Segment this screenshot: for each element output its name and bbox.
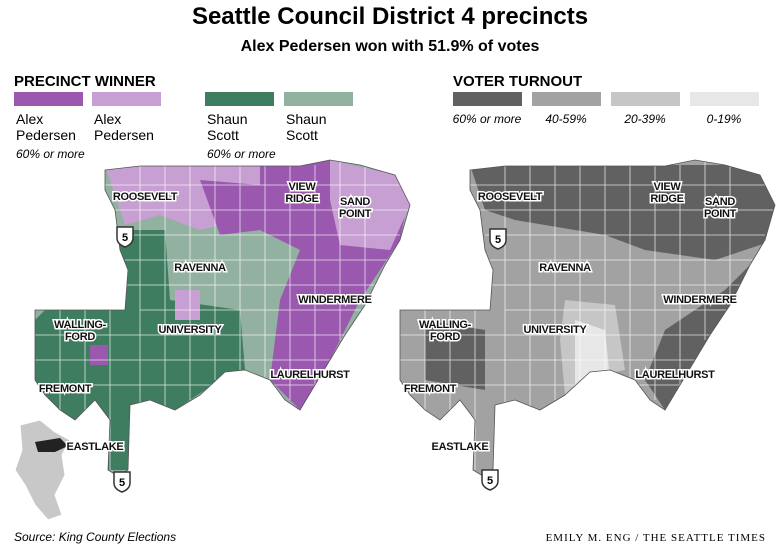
place-label: RIDGE (285, 193, 318, 205)
highway-number: 5 (487, 475, 493, 487)
place-label: SAND (705, 196, 735, 208)
place-label: POINT (339, 208, 372, 220)
place-label: RAVENNA (539, 262, 591, 274)
highway-number: 5 (122, 232, 128, 244)
highway-number: 5 (119, 477, 125, 489)
highway-shield (489, 228, 507, 250)
subtitle: Alex Pedersen won with 51.9% of votes (241, 38, 540, 55)
legend-note: 60% or more (207, 147, 276, 161)
legend-label: Scott (286, 127, 318, 143)
legend-swatch (690, 92, 759, 106)
region (330, 160, 410, 250)
legend-swatch (532, 92, 601, 106)
legend-label: Shaun (286, 111, 326, 127)
place-label: UNIVERSITY (523, 324, 587, 336)
legend-label: 40-59% (545, 112, 587, 126)
highway-shield (113, 471, 131, 493)
legend-label: 60% or more (453, 112, 522, 126)
place-label: ROOSEVELT (113, 191, 178, 203)
region (470, 165, 775, 260)
title: Seattle Council District 4 precincts (192, 3, 588, 30)
region (90, 345, 108, 365)
legend-swatch (14, 92, 83, 106)
place-label: WINDERMERE (298, 294, 371, 306)
legend-label: Shaun (207, 111, 247, 127)
legend-heading: VOTER TURNOUT (453, 73, 582, 90)
place-label: FREMONT (404, 383, 457, 395)
source: Source: King County Elections (14, 530, 176, 544)
place-label: WALLING- (419, 319, 472, 331)
legend-label: Alex (16, 111, 43, 127)
place-label: FREMONT (39, 383, 92, 395)
place-label: VIEW (289, 181, 317, 193)
place-label: WINDERMERE (663, 294, 736, 306)
place-label: VIEW (654, 181, 682, 193)
highway-shield (116, 226, 134, 248)
place-label: WALLING- (54, 319, 107, 331)
legend-label: Pedersen (94, 127, 154, 143)
place-label: RAVENNA (174, 262, 226, 274)
place-label: SAND (340, 196, 370, 208)
legend-label: 20-39% (623, 112, 666, 126)
region (175, 290, 200, 320)
place-label: RIDGE (650, 193, 683, 205)
legend-swatch (92, 92, 161, 106)
place-label: FORD (65, 331, 95, 343)
highway-shield (481, 469, 499, 491)
place-label: LAURELHURST (270, 369, 350, 381)
place-label: ROOSEVELT (478, 191, 543, 203)
place-label: LAURELHURST (635, 369, 715, 381)
legend-note: 60% or more (16, 147, 85, 161)
legend-swatch (205, 92, 274, 106)
legend-swatch (453, 92, 522, 106)
highway-number: 5 (495, 234, 501, 246)
legend-heading: PRECINCT WINNER (14, 73, 156, 90)
place-label: POINT (704, 208, 737, 220)
place-label: EASTLAKE (432, 441, 489, 453)
inset-map (14, 419, 71, 521)
legend-label: Pedersen (16, 127, 76, 143)
legend-swatch (611, 92, 680, 106)
region (425, 320, 485, 390)
legend-swatch (284, 92, 353, 106)
place-label: EASTLAKE (67, 441, 124, 453)
place-label: UNIVERSITY (158, 324, 222, 336)
place-label: FORD (430, 331, 460, 343)
credit: EMILY M. ENG / THE SEATTLE TIMES (546, 532, 766, 544)
legend-label: 0-19% (707, 112, 742, 126)
legend-label: Scott (207, 127, 239, 143)
legend-label: Alex (94, 111, 121, 127)
